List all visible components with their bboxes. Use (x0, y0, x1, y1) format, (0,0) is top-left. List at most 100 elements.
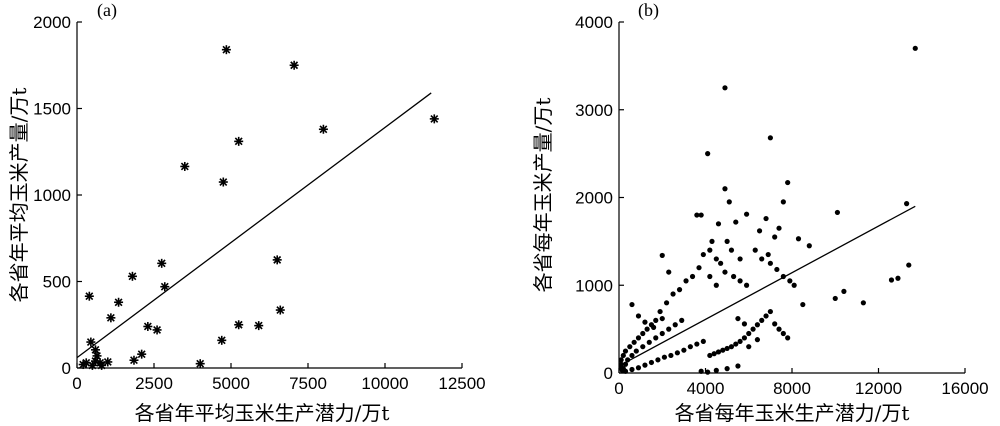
panel-b-data-point (722, 269, 728, 275)
panel-b-y-tick-label: 0 (604, 364, 613, 383)
panel-b-data-point (737, 338, 743, 345)
panel-b-data-point (832, 295, 838, 302)
panel-b-data-point (629, 301, 635, 308)
panel-b-data-point (713, 282, 719, 288)
panel-a-label: (a) (97, 0, 117, 21)
panel-b-data-point (629, 352, 635, 359)
panel-b-x-axis-label: 各省每年玉米生产潜力/万t (675, 401, 910, 425)
panel-a-y-tick-label: 2000 (33, 13, 71, 32)
panel-b-data-point (633, 348, 639, 354)
panel-a-data-point (429, 114, 439, 124)
panel-b-data-point (763, 313, 769, 319)
panel-b-data-point (737, 278, 743, 284)
panel-b-y-tick-label: 3000 (575, 101, 613, 120)
panel-b-data-point (800, 301, 806, 308)
panel-a-data-point (78, 360, 88, 370)
panel-b-data-point (733, 341, 739, 347)
panel-a-data-point (195, 359, 205, 369)
panel-b-data-point (655, 357, 661, 363)
panel-b-data-point (676, 287, 683, 293)
panel-b-data-point (666, 326, 672, 332)
panel-b-x-tick-label: 12000 (855, 379, 902, 398)
panel-a-data-point (254, 321, 264, 331)
panel-b-data-point (741, 321, 748, 327)
panel-a-x-tick-label: 0 (72, 374, 81, 393)
panel-b-data-point (698, 368, 704, 374)
panel-a-data-point (217, 335, 227, 345)
panel-b-data-point (618, 357, 624, 363)
panel-b-data-point (841, 288, 847, 294)
panel-a-data-point (129, 355, 139, 365)
panel-b-data-point (644, 326, 650, 332)
panel-b-data-point (666, 269, 672, 275)
panel-a: (a) 0 2500 5000 7500 10000 12500 0 500 1000 1500… (7, 0, 486, 425)
panel-b-data-point (765, 251, 771, 258)
panel-b-data-point (646, 339, 652, 345)
panel-b-data-point (746, 344, 752, 350)
panel-a-y-axis-label: 各省年平均玉米产量/万t (7, 88, 31, 303)
panel-b-label: (b) (638, 0, 659, 21)
panel-a-fit-line (76, 92, 432, 359)
panel-b-data-point (750, 326, 756, 332)
panel-a-x-tick-label: 2500 (135, 374, 173, 393)
panel-b-data-point (651, 324, 657, 330)
panel-b-data-point (622, 348, 629, 354)
panel-a-x-tick-label: 12500 (438, 374, 485, 393)
panel-b-x-tick-label: 4000 (687, 379, 725, 398)
panel-b-data-point (752, 247, 758, 253)
panel-a-points (78, 45, 439, 370)
panel-b-data-point (726, 199, 732, 205)
panel-a-data-point (114, 297, 124, 307)
panel-b-y-ticks: 0 1000 2000 3000 4000 (575, 13, 624, 383)
panel-b-data-point (772, 234, 778, 240)
panel-b-data-point (687, 344, 693, 350)
panel-b-data-point (700, 338, 706, 345)
panel-a-y-tick-label: 1500 (33, 100, 71, 119)
panel-b-data-point (627, 344, 633, 350)
panel-b-data-point (759, 256, 765, 262)
panel-b-data-point (663, 300, 670, 306)
panel-b-x-ticks: 0 4000 8000 12000 16000 (614, 368, 989, 398)
panel-b-data-point (767, 135, 773, 141)
panel-b-data-point (780, 330, 786, 337)
panel-a-data-point (84, 291, 94, 301)
panel-b-data-point (629, 366, 635, 373)
panel-b-data-point (774, 266, 780, 273)
panel-b-data-point (707, 352, 713, 359)
panel-b-data-point (661, 354, 668, 360)
panel-b-data-point (631, 339, 637, 345)
panel-b-y-tick-label: 4000 (575, 13, 613, 32)
panel-b-data-point (724, 366, 730, 372)
panel-b-data-point (733, 219, 739, 225)
panel-b-y-tick-label: 2000 (575, 189, 613, 208)
panel-a-data-point (275, 305, 285, 315)
panel-b-data-point (787, 278, 793, 284)
panel-b-data-point (707, 247, 713, 253)
panel-b-data-point (772, 321, 778, 327)
panel-b-data-point (620, 366, 626, 372)
panel-b-data-point (635, 365, 642, 371)
panel-b-data-point (694, 212, 700, 218)
panel-b-data-point (705, 369, 711, 375)
panel-b-data-point (683, 278, 689, 284)
panel-b-data-point (767, 308, 773, 315)
panel-a-data-point (221, 45, 231, 55)
panel-b-data-point (705, 151, 711, 157)
panel-a-x-axis-label: 各省年平均玉米生产潜力/万t (135, 401, 390, 425)
panel-a-x-ticks: 0 2500 5000 7500 10000 12500 (72, 363, 486, 393)
panel-a-y-tick-label: 1000 (33, 186, 71, 205)
panel-b-data-point (715, 349, 722, 355)
panel-b-data-point (709, 238, 715, 244)
panel-b-data-point (728, 247, 735, 253)
panel-b-data-point (731, 273, 737, 280)
panel-a-data-point (143, 321, 153, 331)
panel-b-data-point (904, 201, 910, 207)
panel-b-data-point (737, 256, 743, 262)
panel-b-data-point (754, 337, 761, 343)
panel-b-data-point (715, 221, 722, 227)
panel-b-x-tick-label: 0 (614, 379, 623, 398)
panel-b-data-point (707, 273, 713, 280)
panel-b-data-point (640, 330, 646, 337)
panel-a-data-point (157, 258, 167, 268)
